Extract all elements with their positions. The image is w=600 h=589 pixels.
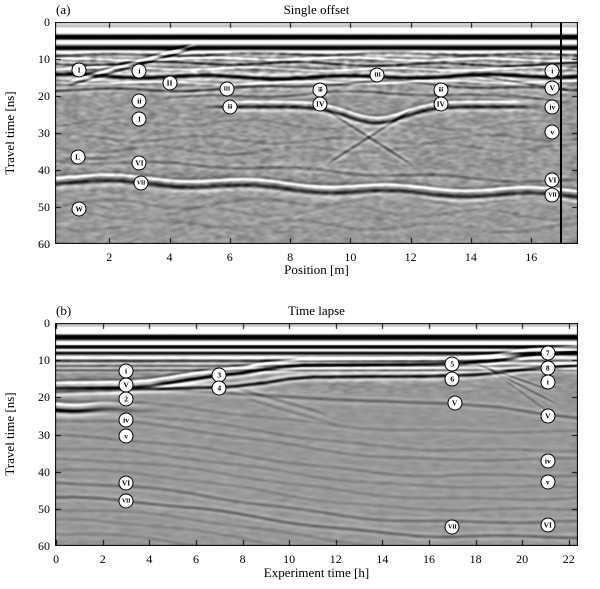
horizon-marker-iv: iv [540, 453, 556, 469]
horizon-marker-5: 5 [444, 356, 460, 372]
horizon-marker-VI: VI [544, 172, 560, 188]
horizon-marker-i: i [118, 363, 134, 379]
y-tick-label: 10 [38, 52, 50, 66]
x-tick-label: 8 [239, 552, 246, 566]
horizon-marker-W: W [71, 201, 87, 217]
x-tick-label: 14 [376, 552, 389, 566]
x-tick-label: 12 [329, 552, 342, 566]
horizon-marker-v: v [540, 474, 556, 490]
horizon-marker-iv: iv [544, 99, 560, 115]
horizon-marker-VI: VI [131, 155, 147, 171]
horizon-marker-4: 4 [211, 380, 227, 396]
horizon-marker-iii: iii [312, 82, 328, 98]
horizon-marker-v: v [118, 428, 134, 444]
horizon-marker-L: L [70, 149, 86, 165]
y-tick-label: 30 [38, 427, 50, 442]
horizon-marker-i: i [131, 63, 147, 79]
horizon-marker-II: II [162, 75, 178, 91]
y-tick-label: 20 [38, 89, 50, 103]
horizon-marker-III: III [369, 67, 385, 83]
horizon-marker-7: 7 [540, 345, 556, 361]
y-tick-label: 50 [38, 200, 50, 214]
y-tick-label: 60 [38, 237, 50, 251]
horizon-marker-III: III [219, 81, 235, 97]
horizon-marker-i: i [544, 63, 560, 79]
x-tick-label: 2 [99, 552, 106, 566]
horizon-marker-VII: VII [118, 493, 134, 509]
x-tick-label: 2 [106, 250, 113, 264]
x-tick-label: 14 [464, 250, 477, 264]
panel-a-title: Single offset [283, 2, 350, 17]
horizon-marker-V: V [540, 408, 556, 424]
horizon-marker-V: V [544, 80, 560, 96]
panel-b-xlabel: Experiment time [h] [263, 565, 370, 580]
horizon-marker-VI: VI [118, 475, 134, 491]
horizon-marker-8: 8 [540, 360, 556, 376]
radargram-b [55, 323, 578, 546]
y-tick-label: 40 [38, 163, 50, 177]
y-tick-label: 10 [38, 353, 50, 368]
horizon-marker-VI: VI [540, 517, 556, 533]
x-tick-label: 10 [344, 250, 357, 264]
horizon-marker-VII: VII [133, 175, 149, 191]
panel-b-ylabel: Travel time [ns] [2, 392, 17, 476]
x-tick-label: 20 [516, 552, 529, 566]
y-tick-label: 0 [44, 15, 50, 29]
panel-a-corner-label: (a) [56, 2, 71, 17]
x-tick-label: 4 [166, 250, 173, 264]
horizon-marker-ii: ii [131, 93, 147, 109]
horizon-marker-iv: iv [118, 412, 134, 428]
y-tick-label: 50 [38, 501, 50, 516]
x-tick-label: 16 [422, 552, 435, 566]
horizon-marker-6: 6 [444, 371, 460, 387]
horizon-marker-2: 2 [118, 391, 134, 407]
x-tick-label: 4 [146, 552, 153, 566]
x-tick-label: 0 [53, 552, 60, 566]
horizon-marker-i: i [540, 374, 556, 390]
x-tick-label: 8 [287, 250, 294, 264]
panel-b-corner-label: (b) [56, 303, 72, 318]
x-tick-label: 12 [404, 250, 417, 264]
horizon-marker-iii: iii [433, 82, 449, 98]
horizon-marker-v: v [544, 124, 560, 140]
y-tick-label: 60 [38, 539, 50, 553]
x-tick-label: 22 [562, 552, 575, 566]
horizon-marker-V: V [118, 377, 134, 393]
horizon-marker-VII: VII [544, 187, 560, 203]
x-tick-label: 18 [469, 552, 482, 566]
x-tick-label: 16 [525, 250, 538, 264]
y-tick-label: 40 [38, 464, 50, 479]
position-marker-line [560, 22, 563, 244]
horizon-marker-I: I [71, 62, 87, 78]
y-tick-label: 0 [44, 316, 50, 330]
horizon-marker-1: 1 [131, 111, 147, 127]
horizon-marker-IV: IV [312, 96, 328, 112]
x-tick-label: 6 [192, 552, 199, 566]
y-tick-label: 20 [38, 390, 50, 405]
y-tick-label: 30 [38, 126, 50, 140]
x-tick-label: 10 [283, 552, 296, 566]
panel-a-ylabel: Travel time [ns] [2, 91, 17, 175]
horizon-marker-VII: VII [444, 519, 460, 535]
horizon-marker-IV: IV [433, 96, 449, 112]
x-tick-label: 6 [226, 250, 233, 264]
horizon-marker-V: V [447, 395, 463, 411]
horizon-marker-iii: iii [222, 99, 238, 115]
panel-b-title: Time lapse [288, 303, 345, 318]
panel-a-xlabel: Position [m] [284, 262, 349, 277]
radargram-a [55, 22, 578, 244]
